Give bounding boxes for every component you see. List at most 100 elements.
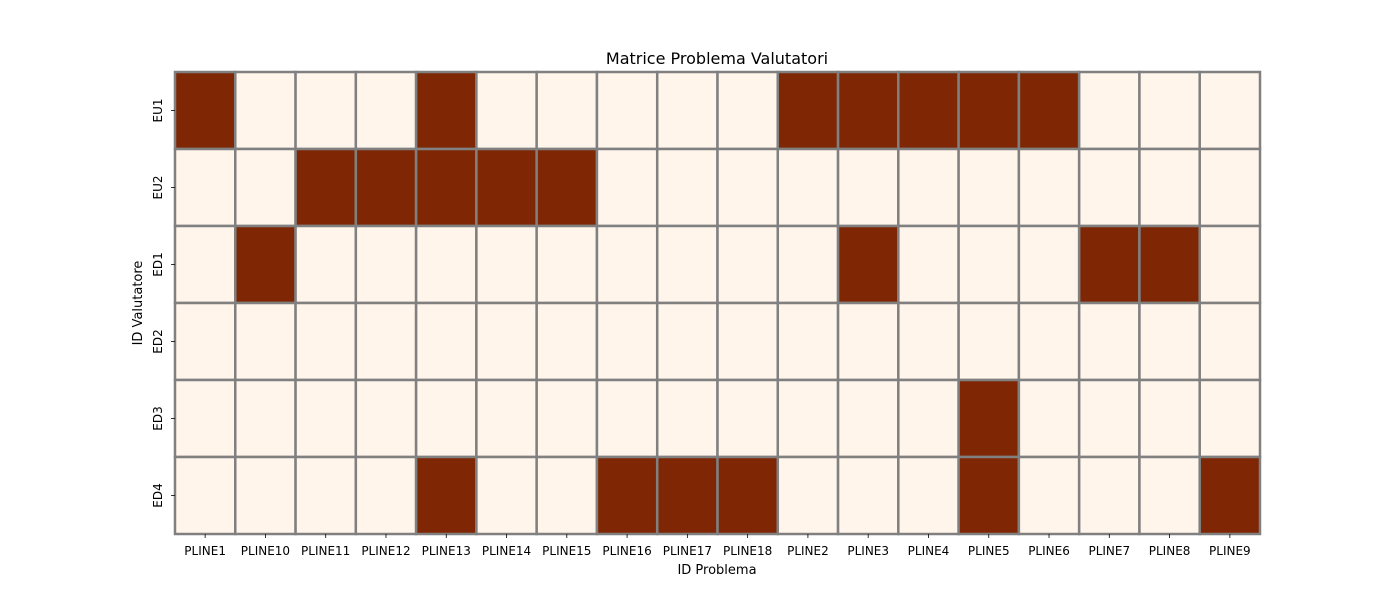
heatmap-cell-EU1-PLINE6 [1017, 70, 1081, 151]
heatmap-cell-ED2-PLINE6 [1017, 301, 1081, 382]
heatmap-cell-ED2-PLINE8 [1138, 301, 1201, 382]
heatmap-cell-EU2-PLINE18 [716, 147, 780, 228]
heatmap-cell-EU1-PLINE7 [1077, 70, 1141, 151]
heatmap-cell-ED2-PLINE7 [1077, 301, 1141, 382]
heatmap-cell-ED3-PLINE9 [1198, 378, 1262, 459]
heatmap-cell-EU1-PLINE12 [354, 70, 418, 151]
heatmap-cell-ED3-PLINE10 [234, 378, 297, 459]
heatmap-cell-ED2-PLINE9 [1198, 301, 1262, 382]
x-tick-label: PLINE3 [847, 544, 889, 558]
heatmap-cell-ED2-PLINE17 [655, 301, 719, 382]
heatmap-cell-ED4-PLINE2 [776, 455, 840, 536]
heatmap-cell-ED4-PLINE1 [173, 455, 237, 536]
heatmap-cell-ED1-PLINE15 [535, 224, 599, 305]
heatmap-cell-ED3-PLINE4 [897, 378, 960, 459]
heatmap-cell-ED4-PLINE12 [354, 455, 418, 536]
heatmap-cell-ED1-PLINE4 [897, 224, 960, 305]
heatmap-cell-ED2-PLINE18 [716, 301, 780, 382]
heatmap-cell-ED3-PLINE7 [1077, 378, 1141, 459]
y-tick-label: ED4 [151, 483, 165, 507]
heatmap-cell-ED3-PLINE14 [475, 378, 538, 459]
y-tick-label: EU2 [151, 176, 165, 200]
heatmap-cell-ED2-PLINE13 [414, 301, 478, 382]
heatmap-cell-ED4-PLINE14 [475, 455, 538, 536]
heatmap-cell-ED2-PLINE10 [234, 301, 297, 382]
heatmap-cell-ED1-PLINE5 [957, 224, 1021, 305]
heatmap-cell-EU2-PLINE11 [294, 147, 358, 228]
heatmap-cell-ED2-PLINE14 [475, 301, 538, 382]
heatmap-cell-EU1-PLINE9 [1198, 70, 1262, 151]
heatmap-cell-ED1-PLINE9 [1198, 224, 1262, 305]
heatmap-cell-EU2-PLINE5 [957, 147, 1021, 228]
heatmap-cell-ED3-PLINE6 [1017, 378, 1081, 459]
heatmap-cell-EU2-PLINE9 [1198, 147, 1262, 228]
heatmap-cell-EU2-PLINE2 [776, 147, 840, 228]
x-tick-label: PLINE8 [1149, 544, 1191, 558]
x-tick-label: PLINE9 [1209, 544, 1251, 558]
heatmap-cell-EU2-PLINE15 [535, 147, 599, 228]
heatmap-cell-ED3-PLINE2 [776, 378, 840, 459]
heatmap-cell-EU1-PLINE15 [535, 70, 599, 151]
heatmap-cell-ED4-PLINE8 [1138, 455, 1201, 536]
heatmap-cell-ED4-PLINE13 [414, 455, 478, 536]
heatmap-cell-ED2-PLINE1 [173, 301, 237, 382]
heatmap-cell-ED3-PLINE3 [836, 378, 900, 459]
heatmap-cell-EU2-PLINE6 [1017, 147, 1081, 228]
x-tick-label: PLINE14 [482, 544, 531, 558]
x-axis-ticks: PLINE1 PLINE10 PLINE11 PLINE12 PLINE13 PLINE1… [184, 534, 1251, 558]
x-tick-label: PLINE6 [1028, 544, 1070, 558]
x-tick-label: PLINE13 [422, 544, 471, 558]
heatmap-cell-EU2-PLINE14 [475, 147, 538, 228]
heatmap-cell-EU1-PLINE11 [294, 70, 358, 151]
heatmap-cell-EU1-PLINE2 [776, 70, 840, 151]
heatmap-cell-ED4-PLINE10 [234, 455, 297, 536]
heatmap-cell-ED3-PLINE16 [595, 378, 659, 459]
heatmap-cell-ED1-PLINE17 [655, 224, 719, 305]
heatmap-cell-EU1-PLINE5 [957, 70, 1021, 151]
heatmap-cell-ED3-PLINE17 [655, 378, 719, 459]
heatmap-cell-ED4-PLINE9 [1198, 455, 1262, 536]
heatmap-cell-ED2-PLINE12 [354, 301, 418, 382]
heatmap-cell-ED4-PLINE16 [595, 455, 659, 536]
heatmap-cell-ED1-PLINE18 [716, 224, 780, 305]
x-tick-label: PLINE7 [1088, 544, 1130, 558]
y-tick-label: ED2 [151, 329, 165, 353]
heatmap-cell-EU1-PLINE17 [655, 70, 719, 151]
heatmap-cell-EU1-PLINE8 [1138, 70, 1201, 151]
heatmap-cell-ED4-PLINE6 [1017, 455, 1081, 536]
y-axis-label: ID Valutatore [131, 261, 146, 346]
heatmap-cell-ED3-PLINE1 [173, 378, 237, 459]
x-tick-label: PLINE12 [361, 544, 410, 558]
heatmap-cell-EU2-PLINE13 [414, 147, 478, 228]
heatmap-cell-ED4-PLINE5 [957, 455, 1021, 536]
heatmap-cell-EU1-PLINE4 [897, 70, 960, 151]
x-tick-label: PLINE5 [968, 544, 1010, 558]
heatmap-cell-ED1-PLINE16 [595, 224, 659, 305]
heatmap-cell-ED1-PLINE14 [475, 224, 538, 305]
x-tick-label: PLINE18 [723, 544, 772, 558]
heatmap-cell-ED3-PLINE5 [957, 378, 1021, 459]
heatmap-cell-ED4-PLINE18 [716, 455, 780, 536]
heatmap-cell-ED4-PLINE4 [897, 455, 960, 536]
heatmap-cell-EU2-PLINE7 [1077, 147, 1141, 228]
heatmap-cell-ED3-PLINE11 [294, 378, 358, 459]
heatmap-cell-EU1-PLINE18 [716, 70, 780, 151]
heatmap-cell-EU2-PLINE1 [173, 147, 237, 228]
heatmap-cell-ED1-PLINE12 [354, 224, 418, 305]
heatmap-cell-ED4-PLINE7 [1077, 455, 1141, 536]
heatmap-cell-ED1-PLINE8 [1138, 224, 1201, 305]
heatmap-cell-EU2-PLINE3 [836, 147, 900, 228]
heatmap-cell-ED2-PLINE11 [294, 301, 358, 382]
heatmap-cell-ED3-PLINE12 [354, 378, 418, 459]
x-tick-label: PLINE15 [542, 544, 591, 558]
heatmap-cell-ED3-PLINE15 [535, 378, 599, 459]
heatmap-cell-ED1-PLINE3 [836, 224, 900, 305]
heatmap-cell-ED4-PLINE11 [294, 455, 358, 536]
y-tick-label: ED3 [151, 406, 165, 430]
heatmap-cell-EU2-PLINE17 [655, 147, 719, 228]
x-tick-label: PLINE11 [301, 544, 350, 558]
x-tick-label: PLINE16 [602, 544, 651, 558]
heatmap-cell-ED1-PLINE6 [1017, 224, 1081, 305]
x-axis-label: ID Problema [677, 563, 756, 578]
